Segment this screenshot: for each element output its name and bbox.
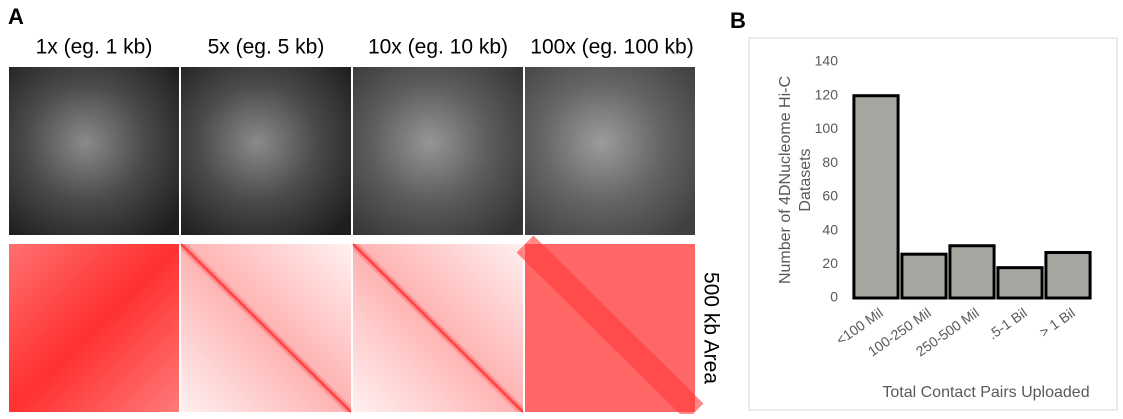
y-tick-label: 140	[815, 53, 839, 69]
y-tick-label: 120	[815, 86, 839, 102]
figure: A 1x (eg. 1 kb) 5x (eg. 5 kb) 10x (eg. 1…	[0, 0, 1123, 414]
column-label: 100x (eg. 100 kb)	[530, 36, 693, 59]
nebula-image	[353, 67, 523, 235]
x-tick-label: .5-1 Bil	[985, 304, 1030, 342]
column-label: 1x (eg. 1 kb)	[36, 36, 153, 59]
column-label: 10x (eg. 10 kb)	[368, 36, 508, 59]
panel-label: B	[730, 8, 746, 33]
nebula-image	[525, 67, 695, 235]
x-axis-title: Total Contact Pairs Uploaded	[882, 384, 1089, 401]
bar	[1046, 252, 1090, 298]
y-axis-title: Datasets	[797, 148, 814, 211]
y-tick-label: 100	[815, 120, 839, 136]
bar	[854, 96, 898, 298]
y-tick-label: 0	[830, 289, 838, 305]
y-axis-title: Number of 4DNucleome Hi-C	[777, 76, 794, 284]
y-tick-label: 80	[822, 154, 838, 170]
chart-frame	[749, 38, 1117, 410]
bar	[950, 246, 994, 298]
nebula-image	[9, 67, 179, 235]
bar	[902, 254, 946, 298]
heatmap-image	[9, 244, 179, 412]
x-tick-label: > 1 Bil	[1036, 304, 1077, 340]
row-label: 500 kb Area	[699, 272, 722, 384]
y-tick-label: 20	[822, 255, 838, 271]
panel-label: A	[8, 4, 24, 29]
y-tick-label: 60	[822, 188, 838, 204]
nebula-image	[181, 67, 351, 235]
bar	[998, 268, 1042, 298]
image-grid	[9, 67, 695, 412]
y-tick-label: 40	[822, 221, 838, 237]
column-label: 5x (eg. 5 kb)	[208, 36, 325, 59]
